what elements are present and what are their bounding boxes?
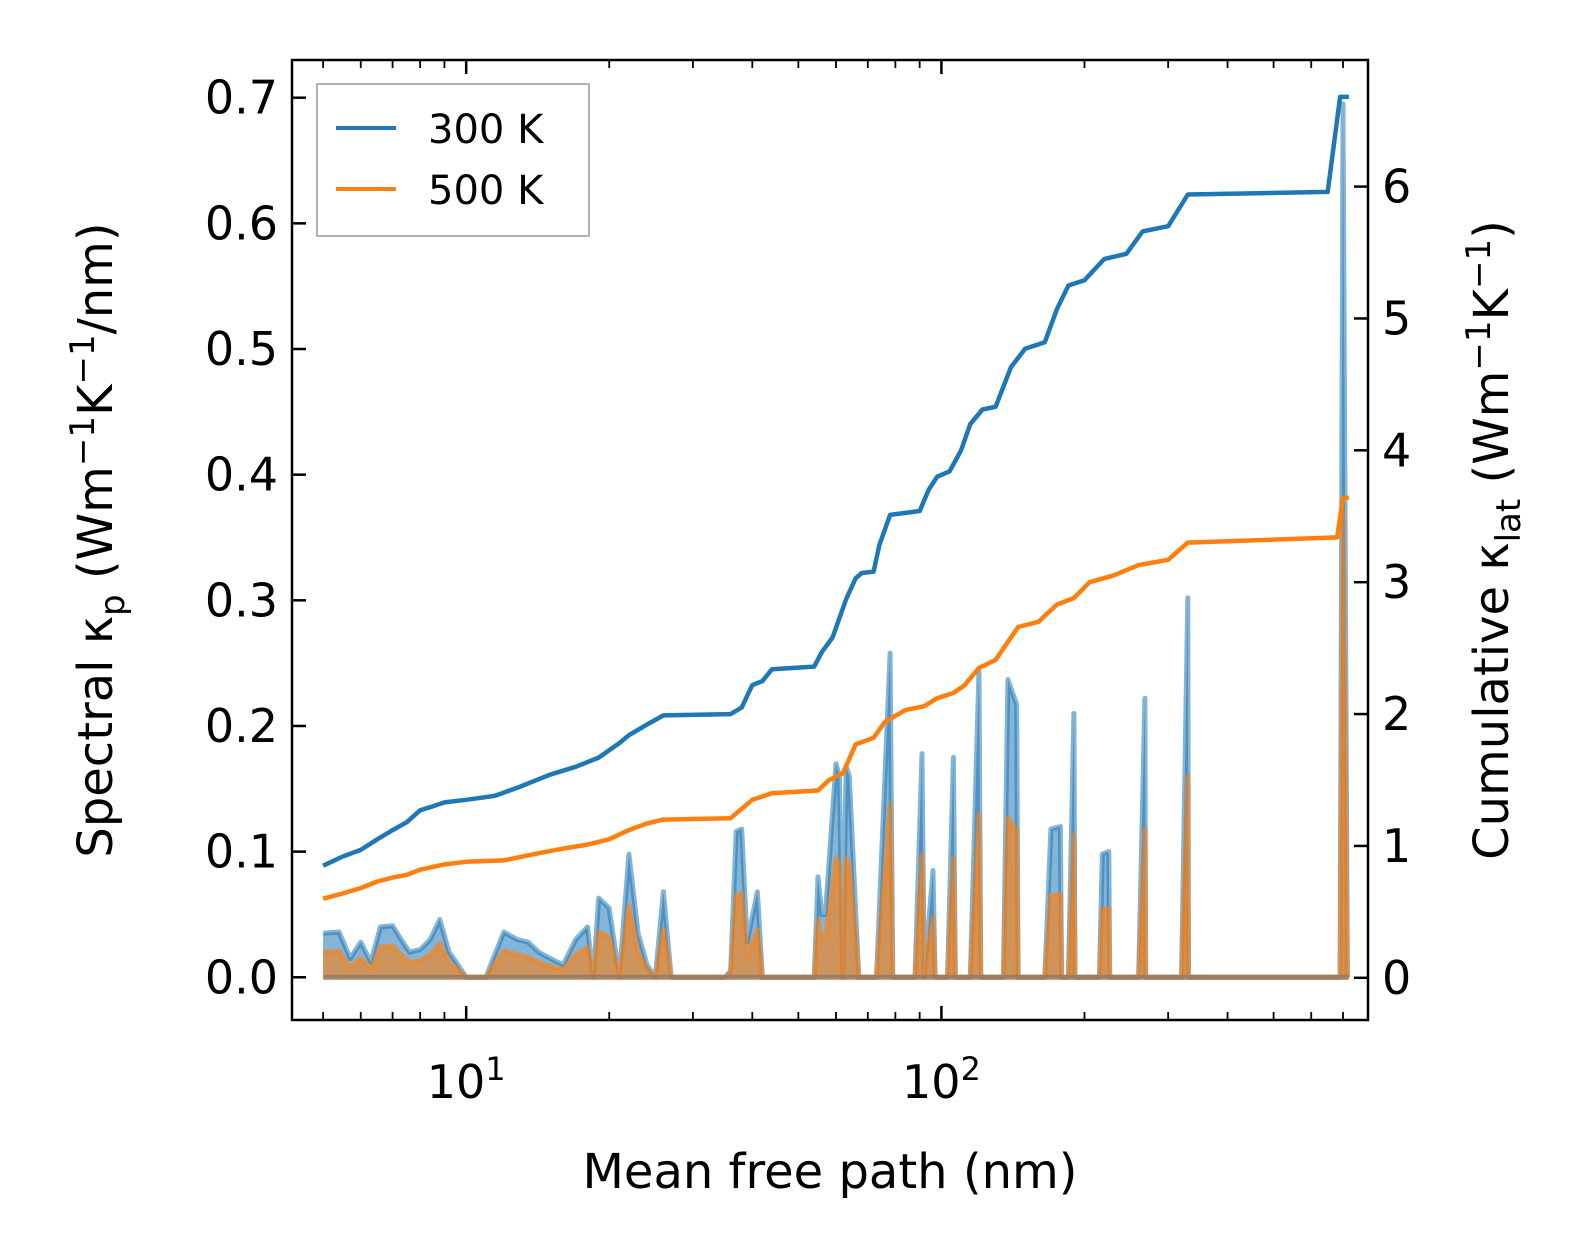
left-y-tick-label: 0.4 <box>205 448 278 502</box>
right-y-label-sub: lat <box>1489 499 1529 543</box>
x-tick-label-base: 10 <box>902 1055 961 1109</box>
x-tick-label: 101 <box>427 1050 506 1109</box>
right-y-label-unit-open: (Wm <box>1464 371 1520 499</box>
left-y-axis-label: Spectral κp (Wm−1K−1/nm) <box>63 222 133 857</box>
right-y-tick-label: 3 <box>1382 555 1411 609</box>
right-y-tick-label: 1 <box>1382 819 1411 873</box>
right-y-axis-label: Cumulative κlat (Wm−1K−1) <box>1459 220 1529 860</box>
right-y-tick-label: 4 <box>1382 423 1411 477</box>
spectral-area-500k <box>323 512 1348 978</box>
cumulative-line-500k <box>322 495 1349 901</box>
right-y-tick-label: 2 <box>1382 687 1411 741</box>
left-y-tick-label: 0.0 <box>205 950 278 1004</box>
legend-label-500k: 500 K <box>428 168 545 214</box>
right-y-tick-label: 6 <box>1382 160 1411 214</box>
right-y-label-prefix: Cumulative κ <box>1464 542 1520 860</box>
x-tick-label: 102 <box>902 1050 981 1109</box>
left-y-label-prefix: Spectral κ <box>68 616 124 858</box>
left-y-tick-label: 0.7 <box>205 71 278 125</box>
legend-box <box>316 83 590 237</box>
left-y-tick-label: 0.6 <box>205 196 278 250</box>
x-tick-label-exponent: 2 <box>961 1050 981 1088</box>
left-y-label-sup1: −1 <box>63 416 103 466</box>
left-y-label-sup2: −1 <box>63 334 103 384</box>
legend-label-300k: 300 K <box>428 107 545 153</box>
left-y-label-sub: p <box>93 594 133 616</box>
right-y-label-sup1: −1 <box>1459 320 1499 370</box>
left-y-label-unit-open: (Wm <box>68 466 124 594</box>
right-y-tick-label: 0 <box>1382 951 1411 1005</box>
left-y-label-mid: K <box>68 383 124 416</box>
left-y-tick-label: 0.5 <box>205 322 278 376</box>
legend: 300 K 500 K <box>316 83 590 237</box>
left-y-tick-label: 0.2 <box>205 699 278 753</box>
right-y-label-unit-close: ) <box>1464 220 1520 239</box>
spectral-series-layer <box>322 101 1350 980</box>
right-y-tick-label: 5 <box>1382 291 1411 345</box>
left-y-label-unit-close: /nm) <box>68 222 124 334</box>
right-y-label-mid: K <box>1464 287 1520 320</box>
left-y-tick-label: 0.3 <box>205 573 278 627</box>
x-tick-label-base: 10 <box>427 1055 486 1109</box>
x-tick-label-exponent: 1 <box>485 1050 505 1088</box>
cumulative-line-300k <box>322 94 1349 868</box>
right-y-label-sup2: −1 <box>1459 239 1499 289</box>
plot-frame <box>290 58 1370 1022</box>
cumulative-series-layer <box>322 94 1349 901</box>
x-axis-label: Mean free path (nm) <box>583 1144 1078 1200</box>
left-y-tick-label: 0.1 <box>205 825 278 879</box>
